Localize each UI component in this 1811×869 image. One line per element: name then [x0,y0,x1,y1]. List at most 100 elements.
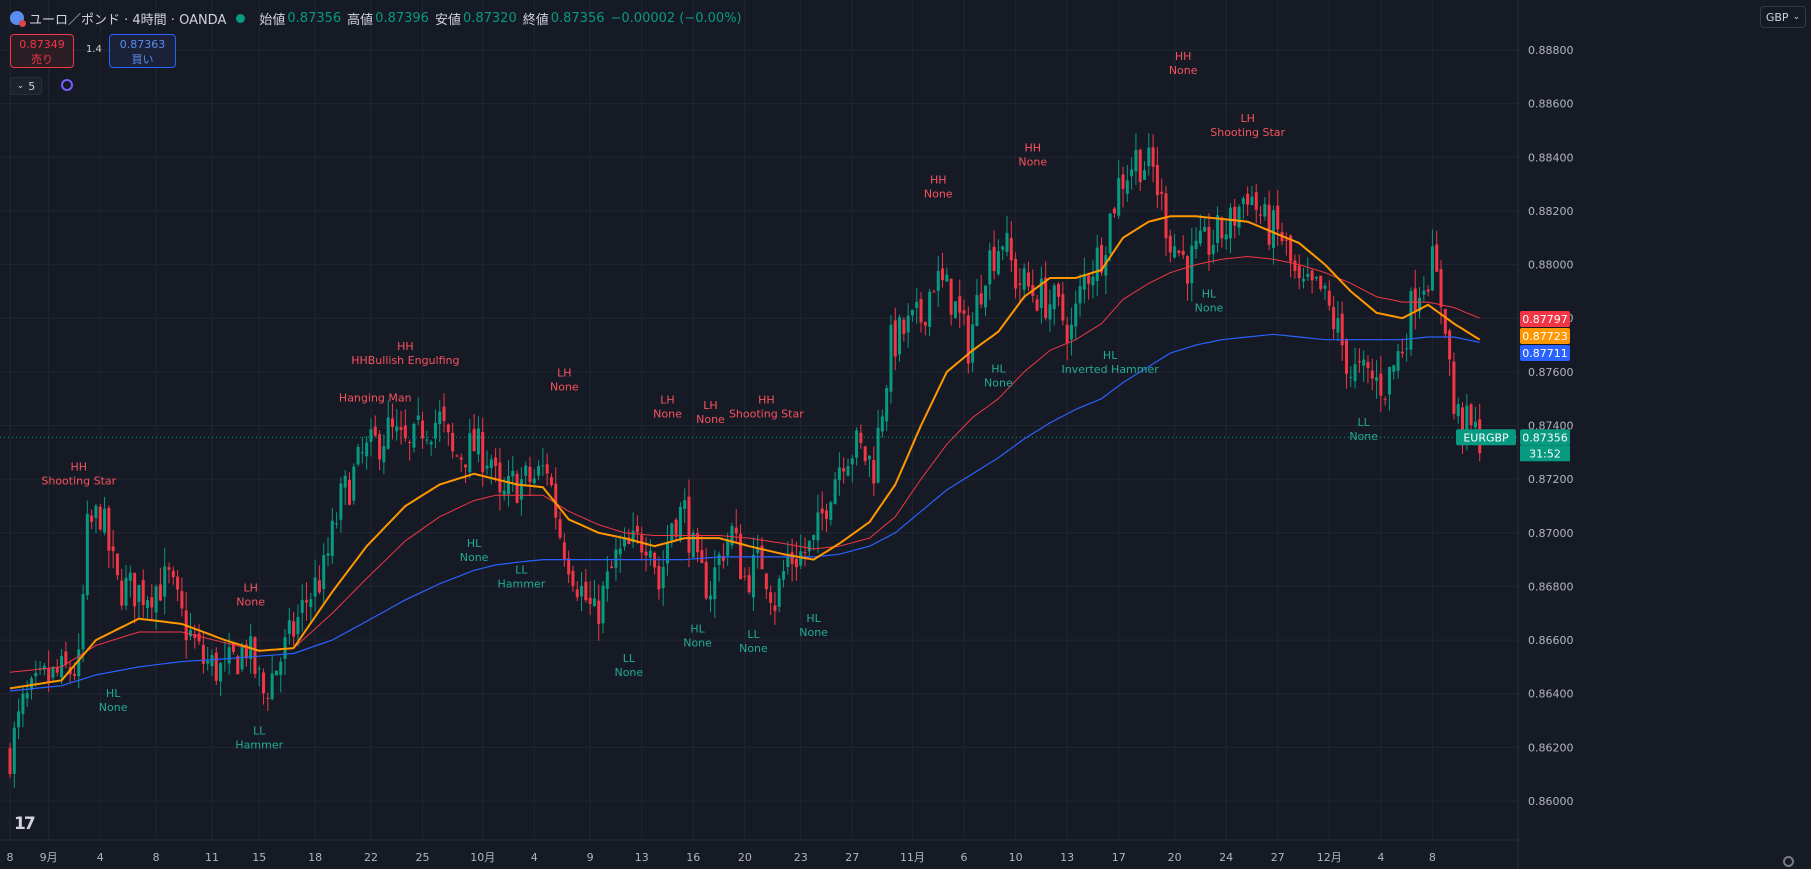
candle-up [713,567,717,600]
sell-button[interactable]: 0.87349 売り [10,34,74,68]
symbol-tag-label: EURGBP [1463,431,1509,444]
candle-up [137,585,141,602]
candle-down [820,508,824,514]
candle-down [597,600,601,624]
candle-down [1061,294,1065,321]
swing-label: None [1195,301,1224,314]
candle-down [244,644,248,659]
buy-label: 買い [131,53,154,66]
tradingview-logo-icon: 17 [14,814,36,834]
candle-up [846,466,850,476]
candle-down [674,519,678,537]
price-tag-label: 0.87797 [1522,313,1568,326]
candle-down [494,457,498,466]
candle-up [476,428,480,455]
swing-label: LH [660,394,674,407]
candle-up [356,447,360,465]
candle-down [1366,362,1370,369]
candle-up [592,598,596,607]
candle-down [932,291,936,293]
candle-up [511,470,515,477]
candle-up [580,585,584,597]
candle-down [687,496,691,553]
candle-down [1177,250,1181,253]
candle-down [133,572,137,607]
candle-down [1168,235,1172,253]
countdown-tag [1520,445,1570,462]
candle-down [515,473,519,504]
candle-down [571,570,575,587]
candle-up [395,426,399,432]
indicators-collapse-button[interactable]: ⌄ 5 [10,77,42,95]
candle-up [335,523,339,525]
candle-up [837,467,841,481]
candle-up [1173,246,1177,258]
candle-down [1138,149,1142,183]
candle-down [859,432,863,444]
candle-up [601,585,605,624]
currency-select[interactable]: GBP ⌄ [1760,6,1806,28]
x-tick-label: 12月 [1317,851,1342,864]
candle-up [1409,291,1413,350]
candle-up [988,250,992,285]
countdown-label: 31:52 [1529,447,1561,460]
chevron-down-icon: ⌄ [16,81,25,91]
candle-down [193,634,197,639]
candle-up [425,439,429,441]
candle-down [1310,270,1314,281]
symbol-flag-icon [10,11,26,27]
candle-down [790,552,794,564]
candle-down [1276,205,1280,230]
candle-up [1108,213,1112,254]
swing-label: LH [557,367,571,380]
gear-icon[interactable] [1783,856,1794,867]
refresh-icon[interactable] [61,79,73,91]
candle-up [85,513,89,596]
candle-down [1026,272,1030,287]
sell-price: 0.87349 [19,38,65,51]
candle-up [1405,348,1409,350]
candle-up [219,663,223,682]
candle-up [730,525,734,546]
candle-up [1375,377,1379,381]
candle-up [365,442,369,457]
candle-up [889,324,893,392]
candle-up [541,465,545,467]
candle-up [81,594,85,650]
candle-up [1314,276,1318,279]
candle-down [120,580,124,606]
candle-down [472,428,476,452]
candle-up [313,577,317,597]
x-tick-label: 8 [1429,851,1436,864]
candle-up [1224,234,1228,240]
candle-down [201,644,205,664]
candle-up [296,617,300,635]
candle-down [266,697,270,699]
candle-up [1349,376,1353,378]
candle-up [154,586,158,613]
symbol-title[interactable]: ユーロ／ポンド · 4時間 · OANDA [29,12,227,28]
candle-up [38,667,42,669]
candle-down [1220,217,1224,239]
candle-down [1284,239,1288,241]
candle-up [1353,364,1357,382]
candle-down [1439,269,1443,308]
candle-up [717,554,721,566]
candle-down [1233,206,1237,226]
swing-label: Hanging Man [339,391,412,404]
candle-up [485,465,489,469]
candle-down [498,462,502,493]
candle-down [1344,340,1348,374]
candle-up [928,291,932,327]
candle-down [231,642,235,652]
candle-down [657,565,661,590]
candle-down [1207,226,1211,255]
candle-down [408,441,412,443]
buy-button[interactable]: 0.87363 買い [109,34,176,68]
candle-up [163,566,167,597]
candle-down [150,597,154,608]
candle-up [1250,196,1254,206]
candle-up [777,578,781,607]
candle-up [206,661,210,664]
